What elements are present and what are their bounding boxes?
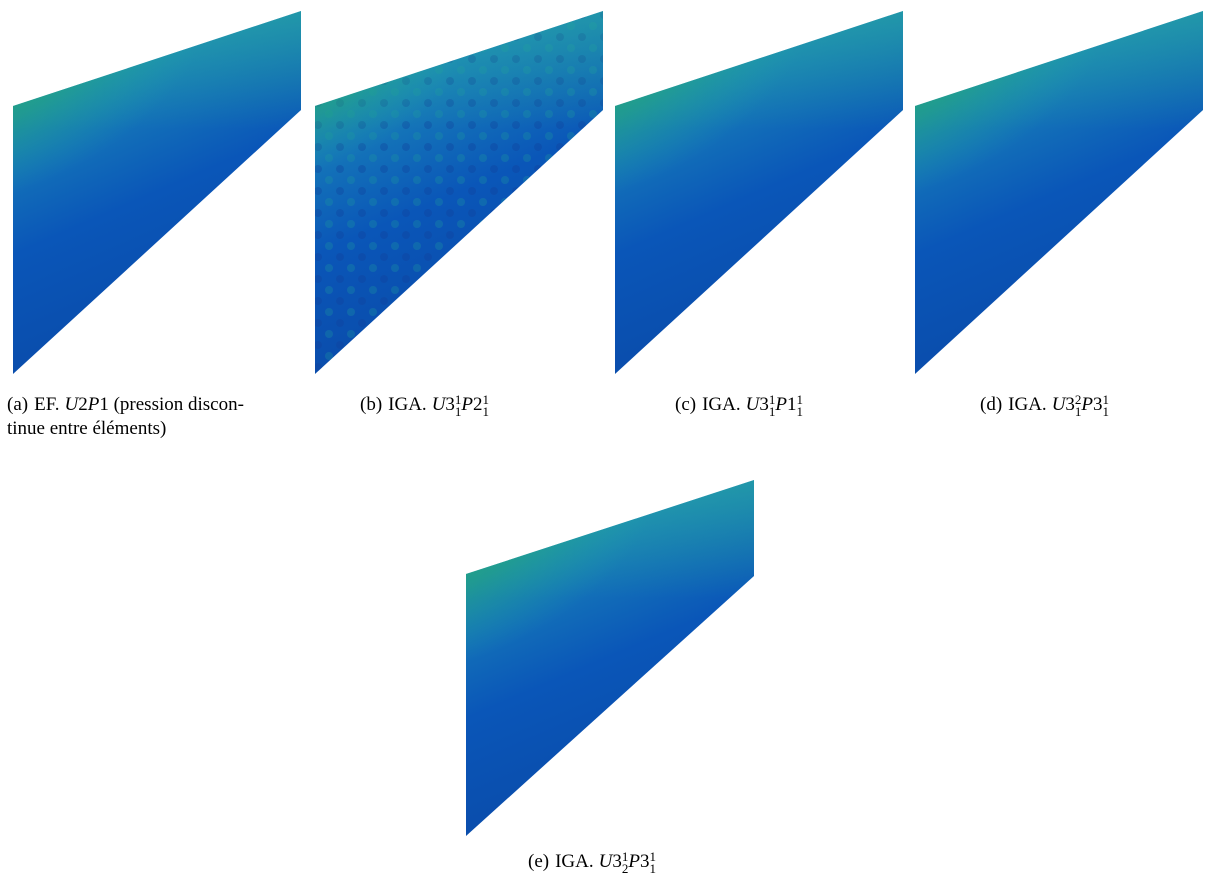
caption-d: (d) IGA. U3 2 1 P3 1 1 xyxy=(980,393,1109,418)
panel-c xyxy=(612,9,906,377)
formula-number: 3 xyxy=(759,394,769,415)
caption-method: IGA. xyxy=(388,394,427,415)
panel-d xyxy=(912,9,1206,377)
panel-e xyxy=(463,478,757,838)
formula-subscript: 2 xyxy=(621,860,629,876)
caption-a: (a) EF. U2P1 (pression discon- tinue entre… xyxy=(7,393,307,441)
formula-number: 3 xyxy=(612,851,622,872)
formula-superscript: 1 xyxy=(1102,391,1110,407)
caption-tag: (e) xyxy=(528,851,550,872)
caption-method: IGA. xyxy=(702,394,741,415)
formula-number: 3 xyxy=(1065,394,1075,415)
formula-subscript: 1 xyxy=(649,860,656,876)
formula-symbol: P xyxy=(628,851,640,872)
formula-symbol: U xyxy=(64,394,79,415)
pressure-field-e xyxy=(466,480,754,836)
caption-e: (e) IGA. U3 1 2 P3 1 1 xyxy=(528,850,656,875)
formula-superscript: 1 xyxy=(454,391,462,407)
pressure-field-c xyxy=(615,11,903,374)
caption-tag: (b) xyxy=(360,394,383,415)
formula-superscript: 1 xyxy=(796,391,803,407)
formula-subscript: 1 xyxy=(768,403,776,419)
formula-superscript: 1 xyxy=(649,848,656,864)
panel-b xyxy=(312,9,606,377)
formula-subscript: 1 xyxy=(796,403,803,419)
formula-symbol: U xyxy=(598,851,613,872)
caption-c: (c) IGA. U3 1 1 P1 1 1 xyxy=(675,393,803,418)
formula-superscript: 2 xyxy=(1074,391,1082,407)
formula-subscript: 1 xyxy=(482,403,490,419)
formula-superscript: 1 xyxy=(768,391,776,407)
formula-symbol: P xyxy=(461,394,474,415)
formula-subscript: 1 xyxy=(1102,403,1110,419)
formula-symbol: P xyxy=(1081,394,1094,415)
formula-number: 1 xyxy=(786,394,797,415)
caption-tag: (c) xyxy=(675,394,697,415)
formula-superscript: 1 xyxy=(482,391,490,407)
panel-a xyxy=(10,9,304,377)
formula-subscript: 1 xyxy=(454,403,462,419)
caption-b: (b) IGA. U3 1 1 P2 1 1 xyxy=(360,393,489,418)
formula-number: 3 xyxy=(445,394,455,415)
caption-method: EF. xyxy=(34,394,60,415)
caption-note: (pression discon- xyxy=(113,394,244,415)
caption-method: IGA. xyxy=(1008,394,1047,415)
caption-note-line2: tinue entre éléments) xyxy=(7,418,167,439)
caption-tag: (d) xyxy=(980,394,1003,415)
formula-number: 3 xyxy=(1093,394,1103,415)
formula-symbol: U xyxy=(431,394,446,415)
formula-symbol: U xyxy=(745,394,760,415)
pressure-field-a xyxy=(13,11,301,374)
formula-number: 3 xyxy=(639,851,650,872)
formula-symbol: U xyxy=(1051,394,1066,415)
formula-superscript: 1 xyxy=(621,848,629,864)
pressure-field-b xyxy=(315,11,603,374)
formula-number: 2 xyxy=(78,394,88,415)
formula-symbol: P xyxy=(775,394,787,415)
formula-subscript: 1 xyxy=(1074,403,1082,419)
formula-number: 1 xyxy=(99,394,109,415)
caption-tag: (a) xyxy=(7,394,29,415)
pressure-field-d xyxy=(915,11,1203,374)
caption-method: IGA. xyxy=(555,851,594,872)
formula-symbol: P xyxy=(87,394,100,415)
formula-number: 2 xyxy=(473,394,483,415)
